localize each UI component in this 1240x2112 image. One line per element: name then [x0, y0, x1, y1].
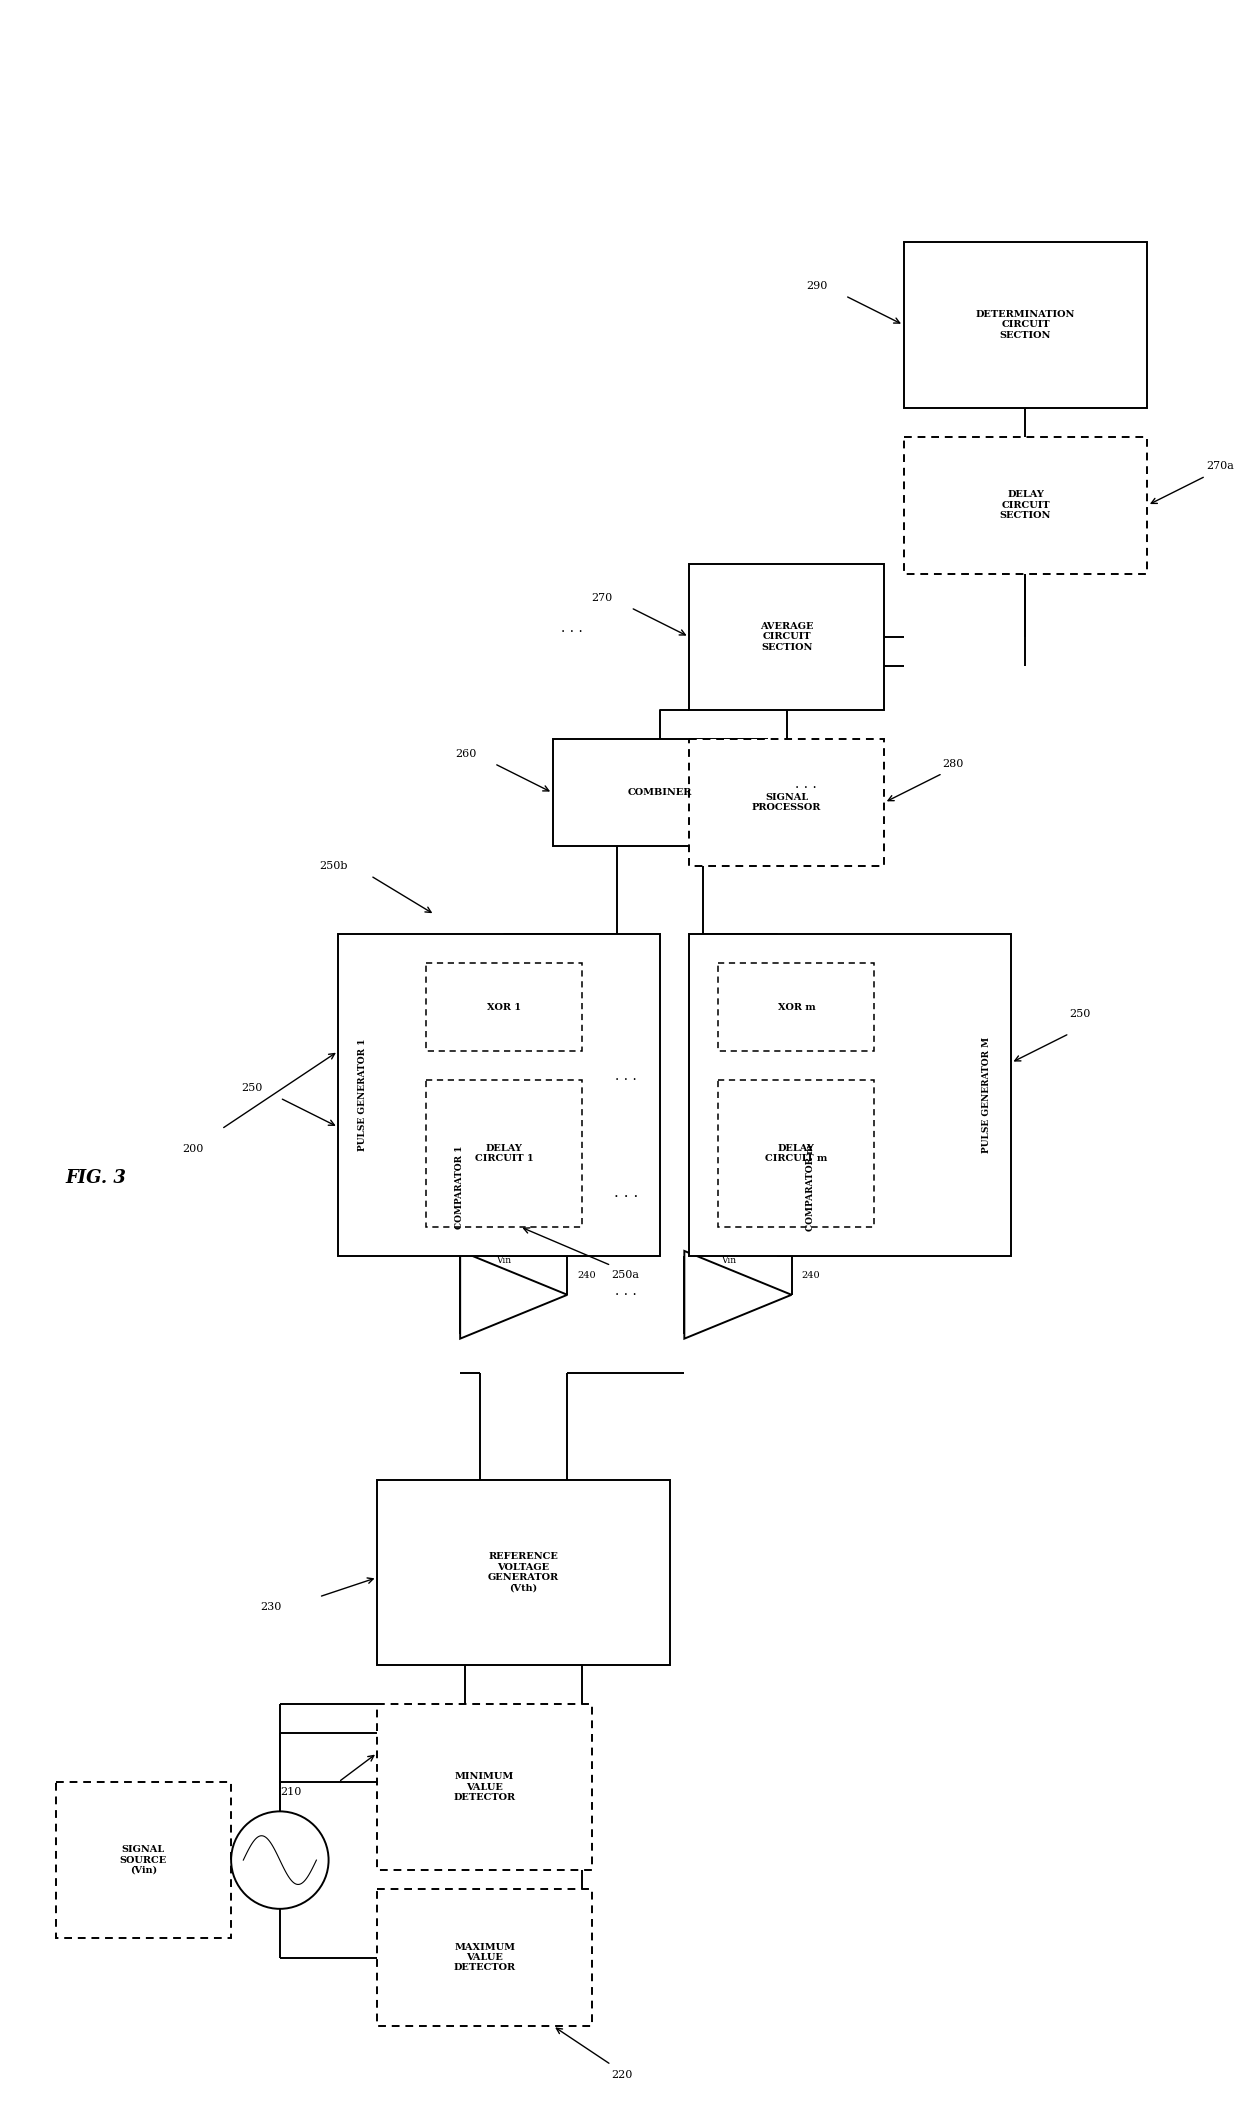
Text: MAXIMUM
VALUE
DETECTOR: MAXIMUM VALUE DETECTOR	[454, 1943, 516, 1973]
Text: 250a: 250a	[611, 1269, 640, 1280]
FancyBboxPatch shape	[339, 934, 660, 1257]
FancyBboxPatch shape	[904, 243, 1147, 408]
Text: DELAY
CIRCUIT
SECTION: DELAY CIRCUIT SECTION	[999, 490, 1052, 520]
Text: AVERAGE
CIRCUIT
SECTION: AVERAGE CIRCUIT SECTION	[760, 623, 813, 653]
FancyBboxPatch shape	[689, 739, 884, 866]
FancyBboxPatch shape	[689, 934, 1011, 1257]
Text: 230: 230	[260, 1601, 281, 1611]
Text: DELAY
CIRCUIT 1: DELAY CIRCUIT 1	[475, 1145, 533, 1164]
Text: 200: 200	[182, 1143, 203, 1153]
Text: Vin: Vin	[496, 1257, 512, 1265]
FancyBboxPatch shape	[427, 1081, 582, 1227]
Text: DELAY
CIRCUIT m: DELAY CIRCUIT m	[765, 1145, 827, 1164]
Text: · · ·: · · ·	[615, 1288, 637, 1301]
Text: · · ·: · · ·	[615, 1073, 637, 1088]
Text: 250: 250	[1069, 1010, 1091, 1020]
Text: COMPARATOR m: COMPARATOR m	[806, 1145, 815, 1231]
Text: FIG. 3: FIG. 3	[66, 1168, 126, 1187]
Text: Vin: Vin	[720, 1257, 735, 1265]
Text: XOR m: XOR m	[777, 1003, 816, 1012]
Text: COMBINER: COMBINER	[627, 788, 692, 798]
Text: 270: 270	[591, 593, 613, 602]
FancyBboxPatch shape	[427, 963, 582, 1052]
Text: REFERENCE
VOLTAGE
GENERATOR
(Vth): REFERENCE VOLTAGE GENERATOR (Vth)	[489, 1552, 559, 1592]
FancyBboxPatch shape	[718, 963, 874, 1052]
Text: XOR 1: XOR 1	[487, 1003, 521, 1012]
FancyBboxPatch shape	[377, 1704, 591, 1869]
Text: 260: 260	[455, 750, 476, 758]
Text: PULSE GENERATOR 1: PULSE GENERATOR 1	[358, 1039, 367, 1151]
Text: · · ·: · · ·	[562, 625, 583, 640]
FancyBboxPatch shape	[718, 1081, 874, 1227]
Text: COMPARATOR 1: COMPARATOR 1	[455, 1147, 464, 1229]
Text: 220: 220	[611, 2070, 632, 2080]
Text: · · ·: · · ·	[614, 1191, 639, 1204]
FancyBboxPatch shape	[553, 739, 768, 847]
Text: 250b: 250b	[319, 862, 347, 870]
Text: 280: 280	[942, 758, 963, 769]
Text: 290: 290	[806, 281, 827, 291]
Text: DETERMINATION
CIRCUIT
SECTION: DETERMINATION CIRCUIT SECTION	[976, 310, 1075, 340]
Text: SIGNAL
PROCESSOR: SIGNAL PROCESSOR	[751, 792, 821, 813]
FancyBboxPatch shape	[377, 1481, 670, 1664]
Text: · · ·: · · ·	[795, 781, 817, 794]
FancyBboxPatch shape	[377, 1890, 591, 2025]
FancyBboxPatch shape	[904, 437, 1147, 574]
Text: 240: 240	[577, 1271, 595, 1280]
Text: 270a: 270a	[1205, 460, 1234, 471]
FancyBboxPatch shape	[56, 1783, 231, 1939]
Text: PULSE GENERATOR M: PULSE GENERATOR M	[982, 1037, 991, 1153]
FancyBboxPatch shape	[689, 564, 884, 710]
Text: 240: 240	[801, 1271, 820, 1280]
Text: 210: 210	[280, 1787, 301, 1797]
Text: 250: 250	[241, 1083, 262, 1094]
Text: SIGNAL
SOURCE
(Vin): SIGNAL SOURCE (Vin)	[120, 1846, 167, 1875]
Text: MINIMUM
VALUE
DETECTOR: MINIMUM VALUE DETECTOR	[454, 1772, 516, 1802]
